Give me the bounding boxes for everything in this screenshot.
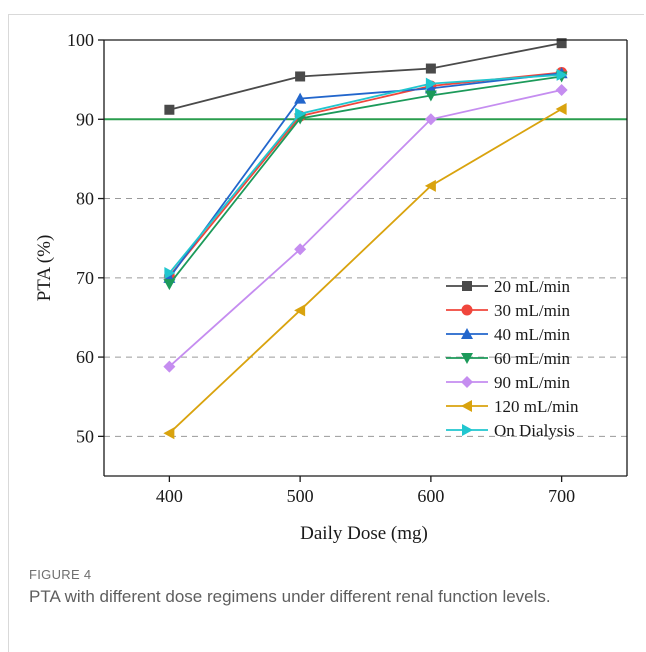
series-line xyxy=(168,73,562,274)
series-layer xyxy=(163,38,568,440)
legend-label: 90 mL/min xyxy=(494,373,571,392)
x-tick-label: 400 xyxy=(156,486,183,506)
data-point-marker xyxy=(425,63,436,74)
legend-item: 120 mL/min xyxy=(446,397,579,416)
legend-item: 90 mL/min xyxy=(446,373,571,392)
legend-label: 60 mL/min xyxy=(494,349,571,368)
axes-layer: 50 60 70 80 90 100 400 500 600 700 xyxy=(67,30,628,506)
data-point-marker xyxy=(461,353,473,364)
data-point-marker xyxy=(461,400,472,412)
data-point-marker xyxy=(164,104,175,115)
data-point-marker xyxy=(461,328,473,339)
figure-caption: PTA with different dose regimens under d… xyxy=(29,587,551,606)
series-line xyxy=(168,72,562,279)
x-tick-label: 700 xyxy=(548,486,575,506)
series-line xyxy=(168,75,562,285)
data-point-marker xyxy=(424,90,437,102)
data-point-marker xyxy=(556,68,568,81)
x-axis-label: Daily Dose (mg) xyxy=(300,523,428,544)
data-point-marker xyxy=(555,102,567,115)
legend-label: 30 mL/min xyxy=(494,301,571,320)
series-line xyxy=(169,42,562,111)
data-point-marker xyxy=(163,360,176,373)
data-point-marker xyxy=(295,71,306,82)
data-point-marker xyxy=(295,107,307,120)
series-60-ml-min xyxy=(163,71,568,291)
y-tick-label: 100 xyxy=(67,30,94,50)
legend-item: On Dialysis xyxy=(446,421,575,440)
pta-line-chart: 50 60 70 80 90 100 400 500 600 700 20 mL/min 30 mL… xyxy=(34,30,628,544)
data-point-marker xyxy=(294,92,307,104)
data-point-marker xyxy=(555,83,568,96)
frame-left-border xyxy=(8,14,9,652)
y-tick-label: 70 xyxy=(76,268,94,288)
data-point-marker xyxy=(425,77,437,90)
y-tick-label: 80 xyxy=(76,189,94,209)
y-axis-label: PTA (%) xyxy=(34,235,55,302)
data-point-marker xyxy=(556,38,567,49)
legend-item: 30 mL/min xyxy=(446,301,571,320)
y-tick-label: 90 xyxy=(76,109,94,129)
series-line xyxy=(168,89,562,368)
legend-item: 60 mL/min xyxy=(446,349,571,368)
legend-item: 40 mL/min xyxy=(446,325,571,344)
y-tick-label: 60 xyxy=(76,347,94,367)
legend-label: 20 mL/min xyxy=(494,277,571,296)
series-20-ml-min xyxy=(164,38,567,115)
data-point-marker xyxy=(461,376,473,388)
data-point-marker xyxy=(424,179,436,192)
data-point-marker xyxy=(164,267,176,280)
x-tick-label: 500 xyxy=(287,486,314,506)
data-point-marker xyxy=(424,113,437,126)
data-point-marker xyxy=(294,243,307,256)
series-line xyxy=(168,108,563,434)
legend-label: 120 mL/min xyxy=(494,397,579,416)
series-120-ml-min xyxy=(163,102,567,440)
data-point-marker xyxy=(163,427,175,440)
series-40-ml-min xyxy=(163,67,568,283)
series-on-dialysis xyxy=(164,68,568,280)
series-90-ml-min xyxy=(163,83,568,373)
legend-layer: 20 mL/min 30 mL/min 40 mL/min 60 mL/min 90 m… xyxy=(446,277,579,440)
data-point-marker xyxy=(462,281,472,291)
legend-item: 20 mL/min xyxy=(446,277,571,296)
x-tick-label: 600 xyxy=(417,486,444,506)
data-point-marker xyxy=(461,304,473,316)
data-point-marker xyxy=(462,424,473,436)
legend-label: On Dialysis xyxy=(494,421,575,440)
y-tick-label: 50 xyxy=(76,426,94,446)
data-point-marker xyxy=(163,279,176,291)
frame-top-border xyxy=(8,14,644,15)
legend-label: 40 mL/min xyxy=(494,325,571,344)
data-point-marker xyxy=(294,304,306,317)
figure-label: FIGURE 4 xyxy=(29,567,92,582)
